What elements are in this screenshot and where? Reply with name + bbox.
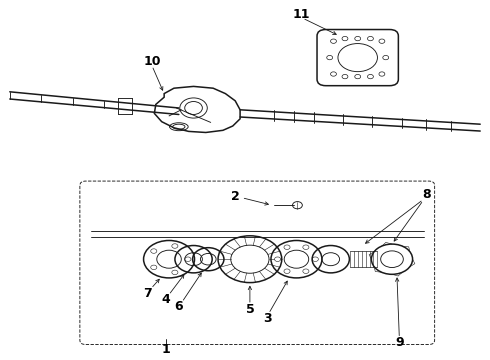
- Circle shape: [284, 245, 290, 249]
- Circle shape: [274, 257, 281, 261]
- Text: 8: 8: [422, 188, 431, 201]
- Text: 6: 6: [174, 300, 183, 313]
- Text: 7: 7: [143, 287, 151, 300]
- Circle shape: [185, 257, 191, 261]
- Text: 3: 3: [263, 312, 271, 325]
- Text: 9: 9: [395, 336, 404, 349]
- Text: 5: 5: [245, 303, 254, 316]
- Text: 4: 4: [161, 293, 170, 306]
- Circle shape: [172, 244, 178, 248]
- Text: 2: 2: [231, 190, 240, 203]
- Circle shape: [151, 265, 157, 270]
- Text: 10: 10: [143, 55, 161, 68]
- Circle shape: [303, 245, 309, 249]
- Text: 11: 11: [293, 8, 310, 21]
- Circle shape: [284, 269, 290, 274]
- Circle shape: [151, 249, 157, 253]
- Circle shape: [303, 269, 309, 274]
- Circle shape: [312, 257, 318, 261]
- Text: 1: 1: [161, 343, 170, 356]
- Circle shape: [172, 270, 178, 275]
